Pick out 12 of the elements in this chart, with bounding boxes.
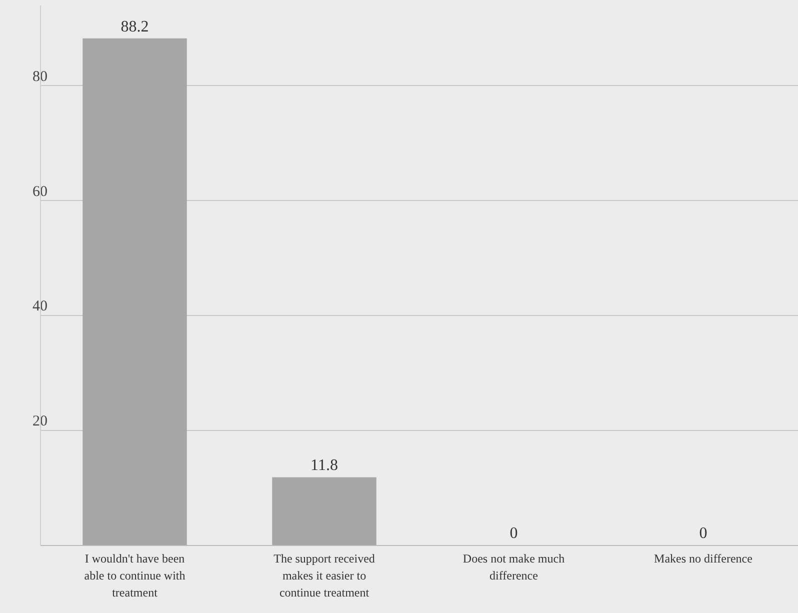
x-tick-label: Makes no difference	[654, 552, 752, 566]
x-tick-label: I wouldn't have been able to continue with treatment	[84, 552, 186, 600]
x-tick-label: The support received makes it easier to continue treatment	[274, 552, 375, 600]
data-label: 0	[699, 525, 708, 542]
data-label: 88.2	[120, 18, 149, 36]
y-tick-label: 40	[32, 298, 48, 315]
y-tick-label: 60	[32, 184, 48, 200]
y-tick-label: 20	[32, 414, 48, 430]
y-tick-label: 80	[32, 68, 48, 85]
data-label: 11.8	[310, 457, 338, 474]
x-tick-label: Does not make much difference	[462, 552, 565, 582]
data-label: 0	[510, 525, 518, 542]
